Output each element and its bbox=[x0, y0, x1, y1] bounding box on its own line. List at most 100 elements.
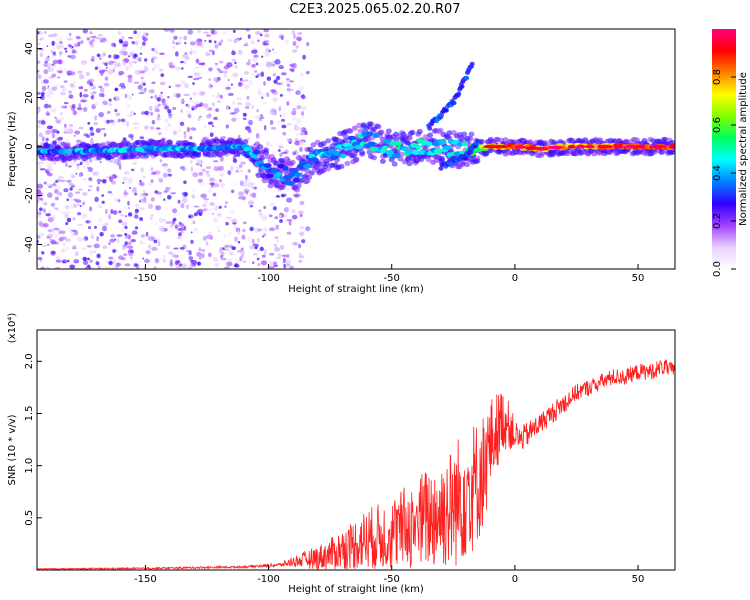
noise-point bbox=[121, 46, 127, 51]
noise-point bbox=[145, 250, 151, 255]
ridge-peak bbox=[625, 144, 637, 149]
noise-point bbox=[164, 126, 168, 132]
noise-point bbox=[57, 136, 64, 141]
noise-point bbox=[245, 175, 248, 180]
noise-point bbox=[109, 123, 116, 126]
noise-point bbox=[168, 61, 175, 66]
noise-point bbox=[193, 50, 197, 54]
noise-point bbox=[159, 228, 166, 231]
noise-point bbox=[161, 98, 166, 104]
noise-point bbox=[243, 188, 250, 193]
noise-point bbox=[247, 34, 251, 39]
noise-point bbox=[108, 160, 114, 163]
noise-point bbox=[81, 213, 88, 219]
noise-point bbox=[164, 118, 169, 124]
noise-point bbox=[305, 226, 311, 232]
noise-point bbox=[37, 263, 40, 267]
noise-point bbox=[271, 112, 275, 116]
noise-point bbox=[67, 259, 70, 263]
noise-point bbox=[98, 58, 103, 60]
noise-point bbox=[137, 84, 143, 90]
noise-point bbox=[140, 207, 145, 210]
ridge-halo bbox=[344, 160, 351, 166]
y-tick-label: 0.5 bbox=[24, 510, 35, 526]
noise-point bbox=[231, 189, 235, 194]
noise-point bbox=[39, 95, 45, 101]
noise-point bbox=[258, 89, 261, 94]
noise-point bbox=[131, 93, 134, 96]
noise-point bbox=[181, 165, 186, 172]
noise-point bbox=[151, 246, 158, 251]
ridge-halo bbox=[342, 134, 349, 140]
noise-point bbox=[51, 214, 56, 220]
noise-point bbox=[154, 190, 158, 194]
noise-point bbox=[205, 241, 209, 247]
noise-point bbox=[279, 244, 285, 250]
noise-point bbox=[224, 201, 228, 205]
ridge-peak bbox=[597, 144, 614, 149]
noise-point bbox=[135, 203, 140, 208]
noise-point bbox=[219, 179, 222, 183]
noise-point bbox=[37, 216, 41, 219]
noise-point bbox=[130, 168, 135, 172]
noise-point bbox=[166, 245, 170, 250]
noise-point bbox=[257, 87, 262, 92]
noise-point bbox=[163, 165, 169, 170]
noise-point bbox=[197, 29, 202, 34]
noise-point bbox=[71, 184, 76, 188]
noise-point bbox=[281, 124, 287, 129]
noise-point bbox=[70, 54, 76, 60]
noise-point bbox=[205, 136, 210, 139]
noise-point bbox=[55, 196, 59, 201]
noise-point bbox=[263, 205, 267, 210]
noise-point bbox=[180, 54, 187, 60]
noise-point bbox=[274, 59, 281, 65]
ridge-halo bbox=[397, 156, 404, 162]
noise-point bbox=[269, 252, 275, 256]
noise-point bbox=[132, 186, 137, 191]
noise-point bbox=[92, 85, 96, 90]
noise-point bbox=[53, 189, 59, 194]
noise-point bbox=[270, 126, 277, 130]
noise-point bbox=[208, 49, 213, 52]
noise-point bbox=[55, 207, 59, 211]
noise-point bbox=[139, 193, 146, 198]
ridge-halo bbox=[391, 161, 398, 167]
noise-point bbox=[124, 232, 128, 236]
noise-point bbox=[86, 166, 91, 169]
x-tick-label: -150 bbox=[134, 273, 157, 284]
noise-point bbox=[211, 124, 215, 128]
noise-point bbox=[86, 38, 90, 41]
noise-point bbox=[179, 121, 185, 127]
noise-point bbox=[271, 108, 277, 113]
noise-point bbox=[147, 244, 152, 249]
noise-point bbox=[82, 256, 87, 262]
noise-point bbox=[183, 192, 188, 197]
noise-point bbox=[276, 82, 283, 85]
noise-point bbox=[291, 115, 298, 122]
noise-point bbox=[248, 119, 253, 126]
noise-point bbox=[37, 183, 43, 189]
noise-point bbox=[108, 256, 114, 260]
colorbar-tick-label: 0.2 bbox=[712, 213, 723, 229]
noise-point bbox=[66, 217, 72, 223]
noise-point bbox=[133, 61, 137, 64]
noise-point bbox=[163, 190, 168, 193]
noise-point bbox=[103, 82, 110, 87]
noise-point bbox=[179, 166, 184, 170]
noise-point bbox=[50, 202, 56, 207]
noise-point bbox=[131, 230, 138, 235]
noise-point bbox=[157, 132, 162, 135]
noise-point bbox=[71, 229, 76, 232]
noise-point bbox=[139, 217, 144, 221]
noise-point bbox=[56, 130, 60, 134]
noise-point bbox=[187, 75, 193, 78]
noise-point bbox=[274, 236, 279, 239]
noise-point bbox=[275, 224, 280, 230]
noise-point bbox=[236, 250, 243, 253]
noise-point bbox=[224, 73, 227, 78]
noise-point bbox=[256, 109, 259, 113]
ridge-peak bbox=[650, 144, 666, 149]
noise-point bbox=[278, 142, 283, 147]
noise-point bbox=[76, 163, 80, 167]
